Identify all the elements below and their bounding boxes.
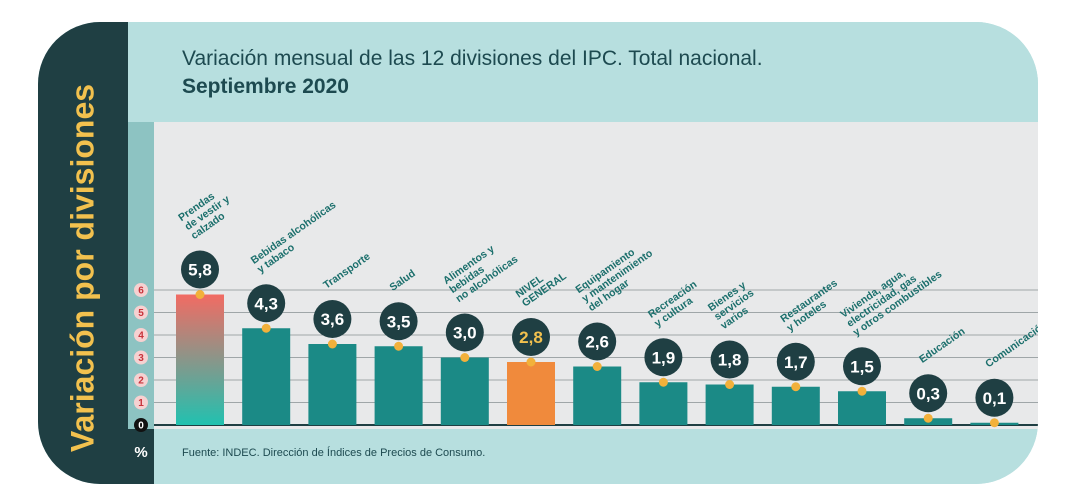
source-note: Fuente: INDEC. Dirección de Índices de P… — [182, 447, 486, 459]
value-bubble — [975, 378, 1014, 417]
value-bubble — [644, 338, 683, 377]
bar — [705, 384, 754, 425]
category-label: Prendasde vestir ycalzado — [176, 184, 238, 242]
category-label: NIVELGENERAL — [514, 261, 570, 310]
bar-value-marker — [261, 323, 271, 333]
bar-value-marker — [327, 339, 337, 349]
footer-band — [128, 429, 1038, 484]
bar-value-marker — [526, 357, 536, 367]
data-label: 2,8 — [519, 328, 543, 347]
category-label: Equipamientoy mantenimientodel hogar — [573, 238, 661, 314]
y-tick-marker — [134, 283, 148, 297]
bar-chart: 0 1 2 3 4 5 6 5,8 4,3 3,6 3,5 3,0 2,8 2,6 1,9 1,8 1,7 1,… — [134, 184, 1038, 432]
value-bubble — [247, 284, 286, 323]
bar-value-marker — [195, 290, 205, 299]
category-label: Recreacióny cultura — [646, 278, 706, 329]
y-tick-label: 3 — [138, 353, 144, 364]
value-bubble — [843, 347, 881, 386]
sidebar: Variación por divisiones — [38, 22, 128, 484]
bar-value-marker — [857, 386, 867, 396]
category-label: Bebidas alcohólicasy tabaco — [249, 199, 345, 276]
bar-value-marker — [923, 413, 933, 423]
category-label: Comunicación — [983, 319, 1038, 370]
category-label: Restaurantesy hoteles — [778, 277, 846, 334]
bar — [639, 382, 688, 425]
y-tick-label: 4 — [138, 331, 144, 342]
bar — [507, 362, 555, 425]
data-label: 3,6 — [321, 310, 345, 329]
bar — [374, 346, 423, 425]
category-label: Alimentos ybebidasno alcohólicas — [441, 235, 520, 305]
value-bubble — [909, 374, 948, 413]
data-label: 1,9 — [652, 348, 676, 367]
bar-value-marker — [791, 382, 801, 392]
data-label: 3,0 — [453, 324, 477, 343]
unit-label: % — [128, 429, 154, 484]
data-label: 1,8 — [718, 351, 742, 370]
category-label: Educación — [917, 325, 967, 365]
y-tick-label: 6 — [138, 286, 144, 297]
y-tick-marker — [134, 418, 148, 432]
y-tick-marker — [134, 328, 148, 342]
bar — [242, 328, 291, 425]
data-label: 1,5 — [850, 357, 874, 376]
value-bubble — [313, 300, 352, 338]
bars: 5,8 4,3 3,6 3,5 3,0 2,8 2,6 1,9 1,8 1,7 1,5 0,3 0,1 — [176, 250, 1019, 428]
category-label: Vivienda, agua,electricidad, gasy otros … — [838, 250, 944, 339]
bar — [573, 366, 622, 425]
value-bubble — [578, 322, 617, 361]
bar-value-marker — [394, 341, 404, 351]
y-tick-marker — [134, 373, 148, 387]
bar — [176, 294, 224, 425]
chart-title: Variación mensual de las 12 divisiones d… — [182, 47, 763, 70]
data-label: 0,1 — [983, 389, 1007, 408]
value-bubble — [181, 250, 219, 289]
bar — [838, 391, 886, 425]
y-tick-label: 1 — [138, 398, 144, 409]
chart-subtitle: Septiembre 2020 — [182, 75, 349, 98]
bar-value-marker — [592, 362, 602, 371]
data-label: 5,8 — [188, 261, 212, 280]
data-label: 1,7 — [784, 353, 808, 372]
y-tick-marker — [134, 305, 148, 320]
value-bubble — [776, 342, 815, 381]
data-label: 2,6 — [585, 333, 609, 352]
y-tick-label: 0 — [138, 421, 144, 432]
infographic-card: Variación por divisiones Variación mensu… — [38, 22, 1038, 484]
value-bubble — [512, 318, 550, 356]
title-band — [128, 22, 1038, 122]
value-bubble — [445, 313, 484, 352]
bar-value-marker — [725, 380, 735, 389]
y-ticks: 0 1 2 3 4 5 6 — [134, 283, 148, 432]
y-tick-marker — [134, 395, 148, 410]
value-bubble — [379, 302, 418, 341]
category-label: Transporte — [321, 250, 372, 291]
category-label: Bienes yserviciosvarios — [706, 278, 763, 332]
bar — [771, 386, 820, 425]
bar-value-marker — [989, 418, 999, 428]
bar — [308, 344, 357, 425]
y-tick-label: 2 — [138, 376, 144, 387]
data-label: 3,5 — [387, 312, 411, 331]
bar — [440, 357, 489, 425]
bar-value-marker — [658, 377, 668, 387]
y-tick-label: 5 — [138, 308, 144, 319]
value-bubble — [710, 340, 749, 379]
data-label: 4,3 — [254, 294, 278, 313]
data-label: 0,3 — [916, 384, 940, 403]
y-tick-marker — [134, 350, 148, 365]
bar-value-marker — [460, 353, 470, 362]
